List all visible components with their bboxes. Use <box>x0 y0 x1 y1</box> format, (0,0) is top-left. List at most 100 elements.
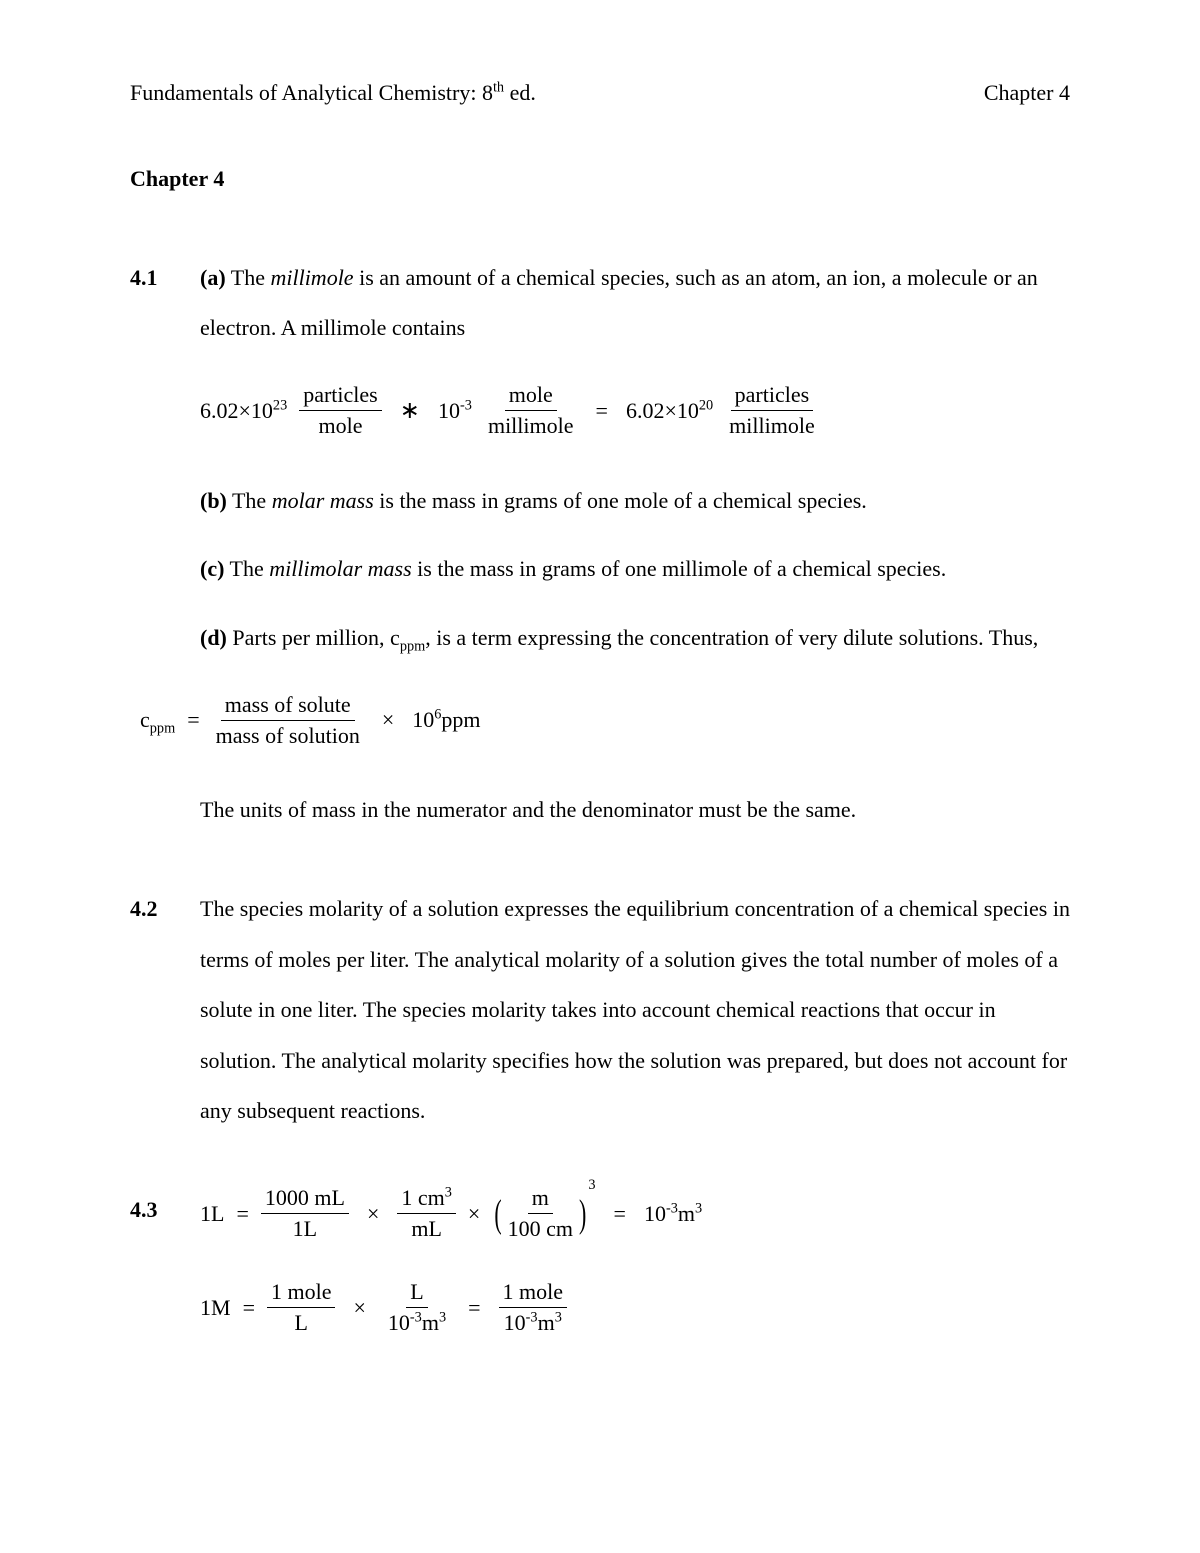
part-a: (a) The millimole is an amount of a chem… <box>200 253 1070 354</box>
unit-exp: 3 <box>695 1200 702 1216</box>
exp: 3 <box>445 1185 452 1201</box>
problem-body: (a) The millimole is an amount of a chem… <box>200 253 1070 854</box>
text: is the mass in grams of one millimole of… <box>412 556 947 581</box>
lhs: 1L <box>200 1203 224 1225</box>
value: 10 <box>644 1201 666 1226</box>
problem-4-1: 4.1 (a) The millimole is an amount of a … <box>130 253 1070 854</box>
text: The <box>226 265 271 290</box>
numerator: m <box>528 1185 553 1214</box>
numerator: particles <box>731 382 814 411</box>
value: 1 cm <box>401 1185 444 1210</box>
part-label: (d) <box>200 625 227 650</box>
problem-number: 4.1 <box>130 253 200 854</box>
equals: = <box>462 1297 486 1319</box>
text: is the mass in grams of one mole of a ch… <box>374 488 867 513</box>
text: Parts per million, c <box>227 625 400 650</box>
denominator: 10-3m3 <box>384 1308 450 1336</box>
equals: = <box>590 400 614 422</box>
fraction: 1 mole L <box>267 1279 336 1337</box>
value: 10 <box>504 1310 526 1335</box>
equation-a: 6.02×1023 particles mole ∗ 10-3 mole mil… <box>200 382 1070 440</box>
subscript: ppm <box>150 721 175 737</box>
lhs: cppm <box>140 709 175 731</box>
problem-4-2: 4.2 The species molarity of a solution e… <box>130 884 1070 1155</box>
part-label: (c) <box>200 556 224 581</box>
part-c: (c) The millimolar mass is the mass in g… <box>200 544 1070 595</box>
text: , is a term expressing the concentration… <box>425 625 1038 650</box>
equation-d: cppm = mass of solute mass of solution ×… <box>140 692 1070 750</box>
exp: 20 <box>699 398 713 414</box>
denominator: mL <box>407 1214 446 1242</box>
unit-exp: 3 <box>439 1310 446 1326</box>
fraction: L 10-3m3 <box>384 1279 450 1337</box>
part-label: (a) <box>200 265 226 290</box>
equals: = <box>187 709 199 731</box>
denominator: mass of solution <box>212 721 364 749</box>
numerator: 1 cm3 <box>397 1185 456 1214</box>
fraction: 1 cm3 mL <box>397 1185 456 1243</box>
fraction: mole millimole <box>484 382 578 440</box>
value: 10 <box>388 1310 410 1335</box>
rparen: ) <box>577 1194 588 1234</box>
part-d: (d) Parts per million, cppm, is a term e… <box>200 613 1070 664</box>
denominator: millimole <box>484 411 578 439</box>
denominator: 10-3m3 <box>500 1308 566 1336</box>
const: 10-3 <box>438 400 472 422</box>
text: The <box>227 488 272 513</box>
equals: = <box>243 1297 255 1319</box>
denominator: L <box>291 1308 312 1336</box>
exp: 23 <box>273 398 287 414</box>
fraction: particles mole <box>299 382 382 440</box>
term: millimolar mass <box>269 556 411 581</box>
fraction: mass of solute mass of solution <box>212 692 364 750</box>
lhs: 1M <box>200 1297 231 1319</box>
denominator: 1L <box>289 1214 321 1242</box>
denominator: millimole <box>725 411 819 439</box>
denominator: 100 cm <box>504 1214 577 1242</box>
page: Fundamentals of Analytical Chemistry: 8t… <box>0 0 1200 1553</box>
unit: m <box>422 1310 439 1335</box>
times-op: × <box>347 1297 371 1319</box>
exp: -3 <box>666 1200 678 1216</box>
problem-number: 4.2 <box>130 884 200 1155</box>
unit-exp: 3 <box>555 1310 562 1326</box>
value: 10 <box>412 707 434 732</box>
numerator: particles <box>299 382 382 411</box>
equation-43-2: 1M = 1 mole L × L 10-3m3 = 1 mole <box>200 1279 1070 1337</box>
const: 6.02×1023 <box>200 400 287 422</box>
equals: = <box>236 1203 248 1225</box>
exp: -3 <box>526 1310 538 1326</box>
times-op: × <box>376 709 400 731</box>
unit: ppm <box>441 707 480 732</box>
value: 10 <box>438 398 460 423</box>
numerator: mole <box>505 382 557 411</box>
chapter-heading: Chapter 4 <box>130 166 1070 192</box>
running-header: Fundamentals of Analytical Chemistry: 8t… <box>130 80 1070 106</box>
mul: ×10 <box>239 398 273 423</box>
exp: -3 <box>410 1310 422 1326</box>
problem-4-3: 4.3 1L = 1000 mL 1L × 1 cm3 mL × <box>130 1185 1070 1373</box>
numerator: L <box>406 1279 427 1308</box>
fraction: particles millimole <box>725 382 819 440</box>
term: molar mass <box>272 488 374 513</box>
problem-number: 4.3 <box>130 1185 200 1373</box>
fraction: m 100 cm <box>504 1185 577 1243</box>
const: 106ppm <box>412 709 480 731</box>
subscript: ppm <box>400 638 425 654</box>
denominator: mole <box>314 411 366 439</box>
paren-group: ( m 100 cm ) 3 <box>492 1185 595 1243</box>
fraction: 1 mole 10-3m3 <box>499 1279 568 1337</box>
fraction: 1000 mL 1L <box>261 1185 349 1243</box>
problem-body: The species molarity of a solution expre… <box>200 884 1070 1155</box>
header-left-prefix: Fundamentals of Analytical Chemistry: 8 <box>130 80 493 105</box>
const: 6.02×1020 <box>626 400 713 422</box>
mul: ×10 <box>664 398 698 423</box>
problem-body: 1L = 1000 mL 1L × 1 cm3 mL × ( m <box>200 1185 1070 1373</box>
part-d-tail: The units of mass in the numerator and t… <box>200 785 1070 836</box>
times-op: × <box>361 1203 385 1225</box>
header-left-super: th <box>493 80 504 96</box>
result: 10-3m3 <box>644 1203 702 1225</box>
value: 6.02 <box>200 398 239 423</box>
numerator: 1 mole <box>267 1279 336 1308</box>
header-right: Chapter 4 <box>984 80 1070 106</box>
